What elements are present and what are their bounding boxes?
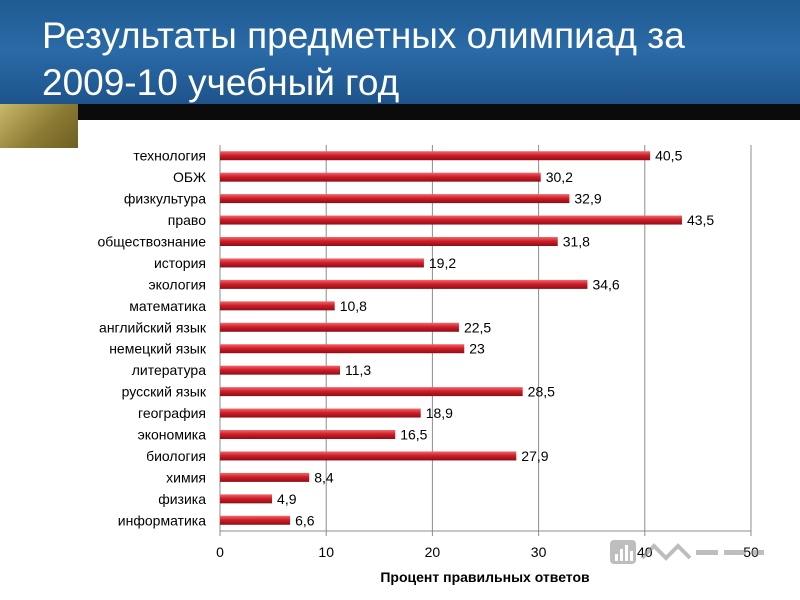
category-label: химия (166, 469, 206, 485)
category-label: физкультура (124, 191, 206, 207)
x-tick-label: 10 (318, 544, 334, 560)
value-label: 11,3 (345, 362, 371, 378)
bar (220, 430, 396, 439)
bar (220, 515, 291, 525)
value-label: 23 (469, 341, 485, 357)
category-label: право (168, 212, 206, 228)
x-axis-title: Процент правильных ответов (380, 569, 590, 585)
labels: 0 10 20 30 40 50 технология 40,5 ОБЖ 30,2 физкульт… (97, 148, 759, 560)
x-tick-label: 40 (637, 544, 653, 560)
value-label: 18,9 (426, 405, 453, 421)
category-label: ОБЖ (173, 169, 206, 185)
bar (220, 472, 310, 482)
x-tick-label: 20 (425, 544, 441, 560)
value-label: 30,2 (546, 169, 573, 185)
category-label: технология (133, 148, 206, 164)
x-tick-label: 50 (743, 544, 759, 560)
bar (220, 279, 588, 289)
value-label: 6,6 (295, 512, 315, 528)
category-label: английский язык (99, 319, 207, 335)
value-label: 16,5 (400, 427, 427, 443)
category-label: физика (158, 491, 206, 507)
category-label: экономика (138, 427, 207, 443)
bar (220, 344, 465, 354)
bar (220, 215, 682, 225)
value-label: 32,9 (574, 191, 601, 207)
category-label: русский язык (122, 384, 207, 400)
bar (220, 322, 459, 332)
category-label: литература (132, 362, 206, 378)
watermark-logo (610, 540, 764, 564)
value-label: 19,2 (429, 255, 456, 271)
value-label: 8,4 (314, 469, 334, 485)
category-label: биология (146, 448, 206, 464)
value-label: 43,5 (687, 212, 714, 228)
slide-title: Результаты предметных олимпиад за 2009-1… (42, 15, 685, 103)
value-label: 4,9 (277, 491, 297, 507)
divider-band (0, 104, 800, 120)
bar (220, 451, 517, 461)
category-label: информатика (118, 512, 206, 528)
bar (220, 301, 335, 311)
bar (220, 151, 651, 161)
value-label: 40,5 (655, 148, 682, 164)
title-banner (0, 0, 800, 112)
bars (220, 151, 682, 525)
category-label: география (138, 405, 206, 421)
value-label: 22,5 (464, 319, 491, 335)
category-label: экология (148, 276, 206, 292)
bar (220, 365, 341, 375)
bar (220, 408, 421, 418)
value-label: 34,6 (592, 276, 619, 292)
value-label: 10,8 (340, 298, 367, 314)
bar (220, 494, 273, 504)
bar (220, 194, 570, 204)
bar (220, 258, 424, 268)
bar (220, 172, 541, 182)
x-tick-label: 30 (531, 544, 547, 560)
bar (220, 237, 558, 246)
category-label: математика (129, 298, 206, 314)
x-tick-label: 0 (216, 544, 224, 560)
bar (220, 387, 523, 397)
grid-lines (219, 145, 752, 536)
value-label: 31,8 (563, 234, 590, 250)
category-label: обществознание (97, 234, 206, 250)
value-label: 28,5 (528, 384, 555, 400)
category-label: история (154, 255, 206, 271)
accent-block (0, 104, 78, 148)
category-label: немецкий язык (109, 341, 207, 357)
value-label: 27,9 (521, 448, 548, 464)
